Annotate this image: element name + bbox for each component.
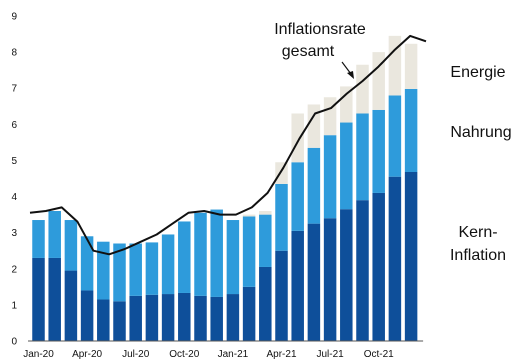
y-tick-label: 9 xyxy=(11,12,17,23)
bar-segment-nahrung xyxy=(48,211,61,258)
annotation-kern-line2: Inflation xyxy=(450,247,506,264)
x-tick-label: Oct-21 xyxy=(364,349,394,360)
x-tick-label: Jul-21 xyxy=(316,349,344,360)
bar-segment-nahrung xyxy=(404,88,418,172)
bar-segment-kern xyxy=(80,290,94,341)
bar-segment-nahrung xyxy=(307,147,321,224)
y-tick-label: 2 xyxy=(11,264,17,275)
bar-segment-kern xyxy=(194,295,207,341)
annotation-kern-line1: Kern- xyxy=(458,224,497,241)
bar-segment-kern xyxy=(97,299,110,341)
bar-segment-energie xyxy=(291,113,304,163)
bar-segment-kern xyxy=(161,294,175,341)
annotation-gesamt-arrowhead xyxy=(347,71,354,79)
bar-segment-kern xyxy=(64,270,78,341)
y-tick-label: 3 xyxy=(11,228,17,239)
annotation-gesamt-line1: Inflationsrate xyxy=(274,21,366,38)
bar-segment-nahrung xyxy=(161,234,175,295)
bar-segment-nahrung xyxy=(275,183,288,251)
bar-segment-nahrung xyxy=(340,122,353,210)
bar-segment-kern xyxy=(356,200,369,341)
total-inflation-line xyxy=(29,34,427,256)
bar-segment-kern xyxy=(178,292,191,341)
y-tick-label: 5 xyxy=(11,156,17,167)
y-axis: 0 1 2 3 4 5 6 7 8 9 xyxy=(11,12,17,348)
bar-segment-nahrung xyxy=(32,220,45,258)
bar-segment-kern xyxy=(226,294,240,341)
bar-segment-nahrung xyxy=(113,243,126,302)
bar-segment-nahrung xyxy=(97,241,110,300)
y-tick-label: 8 xyxy=(11,48,17,59)
bar-segment-nahrung xyxy=(259,214,272,267)
x-tick-label: Jan-21 xyxy=(218,349,249,360)
bar-segment-energie xyxy=(388,35,402,96)
bar-segment-nahrung xyxy=(194,212,207,296)
x-axis: Jan-20 Apr-20 Jul-20 Oct-20 Jan-21 Apr-21 Jul-… xyxy=(23,340,424,360)
bar-segment-energie xyxy=(356,64,369,114)
bar-segment-kern xyxy=(32,257,45,341)
bar-segment-nahrung xyxy=(226,220,240,295)
y-tick-label: 6 xyxy=(11,120,17,131)
bar-segment-kern xyxy=(210,296,223,341)
bar-segment-kern xyxy=(113,301,126,341)
bar-segment-kern xyxy=(372,192,385,341)
bar-segment-kern xyxy=(323,218,337,341)
bar-segment-kern xyxy=(340,209,353,341)
bar-segment-kern xyxy=(259,266,272,341)
annotation-gesamt-line2: gesamt xyxy=(282,43,335,60)
bar-segment-kern xyxy=(275,250,288,341)
bar-segment-kern xyxy=(48,257,61,341)
stacked-bars xyxy=(32,35,418,341)
bar-segment-nahrung xyxy=(356,113,369,201)
y-tick-label: 7 xyxy=(11,84,17,95)
bar-segment-energie xyxy=(259,211,272,215)
bar-segment-kern xyxy=(129,295,142,341)
y-tick-label: 4 xyxy=(11,192,17,203)
x-tick-label: Jul-20 xyxy=(122,349,150,360)
bar-segment-energie xyxy=(404,43,418,89)
bar-segment-nahrung xyxy=(178,221,191,293)
bar-segment-kern xyxy=(242,286,256,341)
bar-segment-energie xyxy=(372,52,385,110)
bar-segment-energie xyxy=(340,86,353,123)
bar-segment-kern xyxy=(291,230,304,341)
bar-segment-nahrung xyxy=(372,109,385,193)
bar-segment-nahrung xyxy=(80,236,94,291)
bar-segment-nahrung xyxy=(323,135,337,219)
bar-segment-kern xyxy=(388,176,402,341)
x-tick-label: Oct-20 xyxy=(169,349,199,360)
line-series-gesamt xyxy=(29,34,427,256)
x-tick-label: Apr-21 xyxy=(266,349,296,360)
bar-segment-nahrung xyxy=(64,220,78,271)
annotation-gesamt-arrow xyxy=(341,61,352,75)
bar-segment-nahrung xyxy=(388,95,402,177)
bar-segment-nahrung xyxy=(291,162,304,231)
bar-segment-nahrung xyxy=(242,216,256,287)
bar-segment-nahrung xyxy=(210,209,223,297)
annotations: Inflationsrate gesamt Energie Nahrung Ke… xyxy=(274,21,511,264)
bar-segment-kern xyxy=(145,294,159,341)
bar-segment-energie xyxy=(275,162,288,184)
bar-segment-energie xyxy=(323,97,337,136)
y-tick-label: 1 xyxy=(11,300,17,311)
annotation-nahrung: Nahrung xyxy=(450,124,511,141)
bar-segment-energie xyxy=(242,214,256,217)
bar-segment-nahrung xyxy=(129,243,142,296)
bar-segment-kern xyxy=(307,223,321,341)
y-tick-label: 0 xyxy=(11,337,17,348)
annotation-energie: Energie xyxy=(450,64,505,81)
bar-segment-nahrung xyxy=(145,242,159,295)
bar-segment-kern xyxy=(404,172,418,341)
bar-segment-energie xyxy=(307,104,321,148)
x-tick-label: Jan-20 xyxy=(23,349,54,360)
x-tick-label: Apr-20 xyxy=(72,349,102,360)
